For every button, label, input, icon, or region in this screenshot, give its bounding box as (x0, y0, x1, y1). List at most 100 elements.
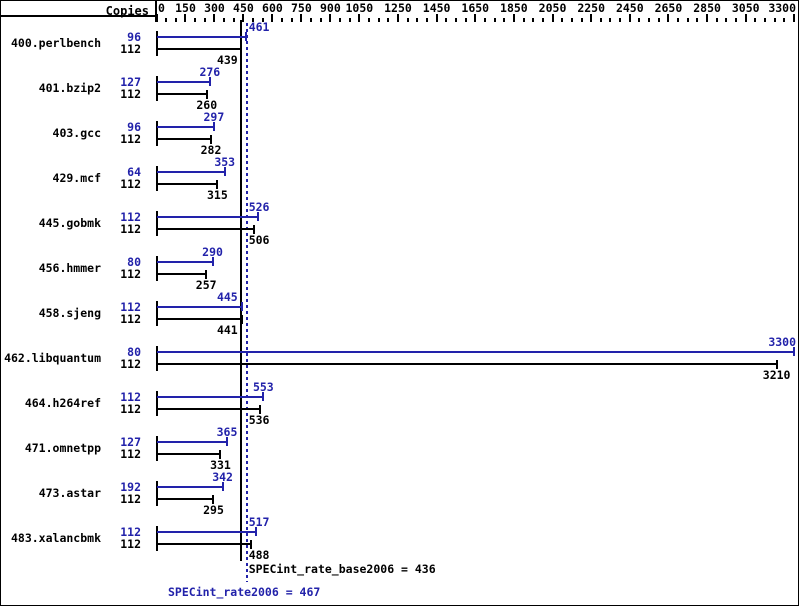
peak-value-label: 353 (214, 154, 236, 169)
peak-bar (157, 395, 264, 398)
base-bar (157, 228, 255, 230)
axis-major-tick (512, 14, 515, 22)
peak-bar-endcap (241, 302, 244, 311)
axis-major-tick (706, 14, 709, 22)
peak-value-label: 342 (212, 469, 233, 484)
axis-minor-tick (783, 18, 786, 22)
peak-bar-endcap (212, 122, 215, 131)
axis-minor-tick (454, 18, 457, 22)
base-copies-label: 112 (120, 222, 141, 236)
axis-minor-tick (445, 18, 448, 22)
base-value-label: 315 (206, 188, 228, 202)
axis-minor-tick (638, 18, 641, 22)
peak-reference-line (245, 23, 248, 582)
peak-bar (157, 215, 259, 218)
axis-minor-tick (715, 18, 718, 22)
peak-bar (157, 170, 225, 173)
axis-tick-label: 2250 (577, 1, 606, 15)
peak-bar-endcap (221, 482, 224, 491)
peak-bar-endcap (244, 32, 247, 41)
base-reference-line (239, 20, 242, 561)
peak-bar (157, 260, 213, 263)
axis-tick-label: 300 (204, 1, 225, 15)
axis-minor-tick (686, 18, 689, 22)
axis-major-tick (329, 14, 332, 22)
axis-tick-label: 750 (291, 1, 312, 15)
axis-minor-tick (580, 18, 583, 22)
axis-major-tick (474, 14, 477, 22)
base-bar-endcap (253, 224, 256, 234)
axis-minor-tick (619, 18, 622, 22)
base-copies-label: 112 (120, 447, 141, 461)
axis-minor-tick (764, 18, 767, 22)
benchmark-name-label: 401.bzip2 (38, 81, 101, 95)
base-bar (157, 543, 251, 545)
base-copies-label: 112 (120, 267, 141, 281)
peak-value-label: 461 (248, 19, 270, 34)
axis-major-tick (155, 14, 158, 22)
peak-value-label: 365 (216, 424, 238, 439)
base-bar-endcap (775, 359, 778, 369)
axis-minor-tick (773, 18, 776, 22)
base-bar (157, 138, 211, 140)
axis-major-tick (300, 14, 303, 22)
benchmark-name-label: 483.xalancbmk (10, 531, 101, 545)
axis-tick-label: 150 (175, 1, 196, 15)
axis-tick-label: 450 (233, 1, 254, 15)
axis-minor-tick (174, 18, 177, 22)
axis-minor-tick (281, 18, 284, 22)
axis-tick-label: 1650 (461, 1, 490, 15)
base-value-label: 439 (216, 53, 238, 67)
peak-bar-endcap (262, 392, 265, 401)
axis-tick-label: 0 (158, 1, 165, 15)
peak-bar (157, 35, 246, 38)
peak-copies-label: 112 (120, 299, 141, 314)
axis-minor-tick (223, 18, 226, 22)
benchmark-name-label: 403.gcc (52, 126, 101, 140)
peak-value-label: 517 (248, 514, 270, 529)
base-bar-endcap (205, 89, 208, 99)
peak-bar-endcap (793, 347, 795, 356)
base-bar (157, 48, 242, 50)
peak-bar (157, 530, 257, 533)
axis-major-tick (271, 14, 274, 22)
base-copies-label: 112 (120, 42, 141, 56)
benchmark-name-label: 429.mcf (52, 171, 101, 185)
base-value-label: 260 (196, 98, 218, 112)
axis-tick-label: 3300 (768, 1, 797, 15)
row-axis-stub (155, 300, 158, 326)
axis-major-tick (184, 14, 187, 22)
base-value-label: 441 (216, 323, 238, 337)
axis-major-tick (435, 14, 438, 22)
base-copies-label: 112 (120, 492, 141, 506)
row-axis-stub (155, 255, 158, 281)
row-axis-stub (155, 525, 158, 551)
axis-minor-tick (483, 18, 486, 22)
base-copies-label: 112 (120, 357, 141, 371)
axis-minor-tick (416, 18, 419, 22)
axis-origin-line (155, 1, 157, 22)
base-bar-endcap (216, 179, 219, 189)
peak-summary-label: SPECint_rate2006 = 467 (168, 585, 321, 599)
peak-copies-label: 127 (120, 434, 141, 449)
peak-bar (157, 485, 223, 488)
row-axis-stub (155, 75, 158, 101)
base-bar (157, 498, 214, 500)
base-copies-label: 112 (120, 312, 141, 326)
axis-minor-tick (735, 18, 738, 22)
peak-value-label: 445 (216, 289, 238, 304)
axis-minor-tick (387, 18, 390, 22)
benchmark-name-label: 471.omnetpp (24, 441, 101, 455)
axis-tick-label: 1450 (422, 1, 451, 15)
base-value-label: 331 (210, 458, 231, 472)
row-axis-stub (155, 120, 158, 146)
axis-major-tick (667, 14, 670, 22)
axis-minor-tick (599, 18, 602, 22)
base-bar-endcap (205, 269, 208, 279)
peak-copies-label: 112 (120, 524, 141, 539)
benchmark-name-label: 445.gobmk (38, 216, 101, 230)
axis-minor-tick (406, 18, 409, 22)
base-bar-endcap (209, 134, 212, 144)
axis-tick-label: 900 (319, 1, 341, 15)
axis-major-tick (358, 14, 361, 22)
